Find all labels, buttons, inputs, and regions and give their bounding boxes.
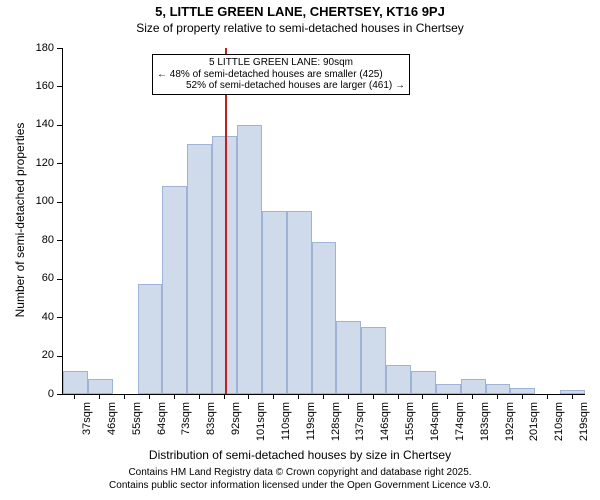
x-tick-mark — [298, 394, 299, 399]
chart-container: 5, LITTLE GREEN LANE, CHERTSEY, KT16 9PJ… — [0, 0, 600, 500]
attribution-line: Contains HM Land Registry data © Crown c… — [0, 467, 600, 480]
histogram-bar — [63, 371, 88, 394]
histogram-bar — [162, 186, 187, 394]
y-tick-label: 80 — [42, 234, 54, 246]
x-tick-mark — [149, 394, 150, 399]
x-tick-mark — [422, 394, 423, 399]
histogram-bar — [461, 379, 486, 394]
y-tick-mark — [57, 86, 62, 87]
x-tick-mark — [497, 394, 498, 399]
x-axis-label: Distribution of semi-detached houses by … — [0, 448, 600, 462]
x-tick-label: 174sqm — [454, 402, 466, 446]
y-tick-label: 0 — [48, 388, 54, 400]
chart-subtitle: Size of property relative to semi-detach… — [0, 21, 600, 35]
x-tick-label: 46sqm — [106, 402, 118, 446]
y-tick-mark — [57, 356, 62, 357]
x-tick-mark — [124, 394, 125, 399]
y-tick-mark — [57, 202, 62, 203]
reference-line — [225, 48, 227, 394]
y-tick-mark — [57, 163, 62, 164]
x-tick-mark — [398, 394, 399, 399]
histogram-bar — [262, 211, 287, 394]
histogram-bar — [287, 211, 312, 394]
histogram-bar — [138, 284, 163, 394]
x-tick-label: 192sqm — [504, 402, 516, 446]
x-tick-label: 137sqm — [354, 402, 366, 446]
histogram-bar — [486, 384, 511, 394]
y-axis-label: Number of semi-detached properties — [13, 47, 27, 393]
x-tick-mark — [572, 394, 573, 399]
y-tick-mark — [57, 317, 62, 318]
histogram-bar — [436, 384, 461, 394]
annotation-line: 52% of semi-detached houses are larger (… — [157, 80, 405, 92]
histogram-bar — [336, 321, 361, 394]
y-tick-label: 180 — [36, 42, 54, 54]
x-tick-mark — [224, 394, 225, 399]
x-tick-label: 210sqm — [553, 402, 565, 446]
x-tick-label: 55sqm — [131, 402, 143, 446]
y-tick-label: 120 — [36, 157, 54, 169]
y-tick-label: 20 — [42, 349, 54, 361]
y-tick-label: 140 — [36, 118, 54, 130]
histogram-bar — [88, 379, 113, 394]
x-tick-mark — [348, 394, 349, 399]
x-tick-mark — [99, 394, 100, 399]
y-tick-label: 100 — [36, 195, 54, 207]
annotation-line: 5 LITTLE GREEN LANE: 90sqm — [157, 57, 405, 69]
x-tick-mark — [199, 394, 200, 399]
x-tick-mark — [447, 394, 448, 399]
histogram-bar — [312, 242, 337, 394]
y-tick-mark — [57, 394, 62, 395]
x-tick-label: 146sqm — [379, 402, 391, 446]
x-tick-label: 119sqm — [305, 402, 317, 446]
y-tick-mark — [57, 279, 62, 280]
x-tick-label: 73sqm — [180, 402, 192, 446]
histogram-bar — [361, 327, 386, 394]
y-tick-mark — [57, 240, 62, 241]
plot-area: 5 LITTLE GREEN LANE: 90sqm← 48% of semi-… — [62, 48, 585, 395]
x-tick-mark — [174, 394, 175, 399]
histogram-bar — [510, 388, 535, 394]
x-tick-label: 164sqm — [429, 402, 441, 446]
histogram-bar — [187, 144, 212, 394]
x-tick-mark — [472, 394, 473, 399]
histogram-bar — [560, 390, 585, 394]
x-tick-label: 37sqm — [81, 402, 93, 446]
x-tick-mark — [547, 394, 548, 399]
attribution-line: Contains public sector information licen… — [0, 480, 600, 493]
y-tick-mark — [57, 125, 62, 126]
y-tick-mark — [57, 48, 62, 49]
x-tick-mark — [323, 394, 324, 399]
y-tick-label: 40 — [42, 311, 54, 323]
x-tick-mark — [248, 394, 249, 399]
x-tick-mark — [373, 394, 374, 399]
y-tick-label: 160 — [36, 80, 54, 92]
x-tick-mark — [522, 394, 523, 399]
annotation-box: 5 LITTLE GREEN LANE: 90sqm← 48% of semi-… — [152, 54, 410, 95]
histogram-bar — [411, 371, 436, 394]
x-tick-mark — [273, 394, 274, 399]
chart-title: 5, LITTLE GREEN LANE, CHERTSEY, KT16 9PJ — [0, 4, 600, 19]
histogram-bar — [386, 365, 411, 394]
x-tick-label: 110sqm — [280, 402, 292, 446]
x-tick-label: 201sqm — [528, 402, 540, 446]
x-tick-label: 155sqm — [404, 402, 416, 446]
x-tick-label: 92sqm — [230, 402, 242, 446]
x-tick-label: 183sqm — [479, 402, 491, 446]
y-tick-label: 60 — [42, 272, 54, 284]
x-tick-label: 219sqm — [578, 402, 590, 446]
annotation-line: ← 48% of semi-detached houses are smalle… — [157, 69, 405, 81]
x-tick-label: 128sqm — [330, 402, 342, 446]
x-tick-label: 64sqm — [156, 402, 168, 446]
x-tick-mark — [74, 394, 75, 399]
x-tick-label: 101sqm — [255, 402, 267, 446]
x-tick-label: 83sqm — [205, 402, 217, 446]
attribution-text: Contains HM Land Registry data © Crown c… — [0, 467, 600, 492]
histogram-bar — [237, 125, 262, 394]
